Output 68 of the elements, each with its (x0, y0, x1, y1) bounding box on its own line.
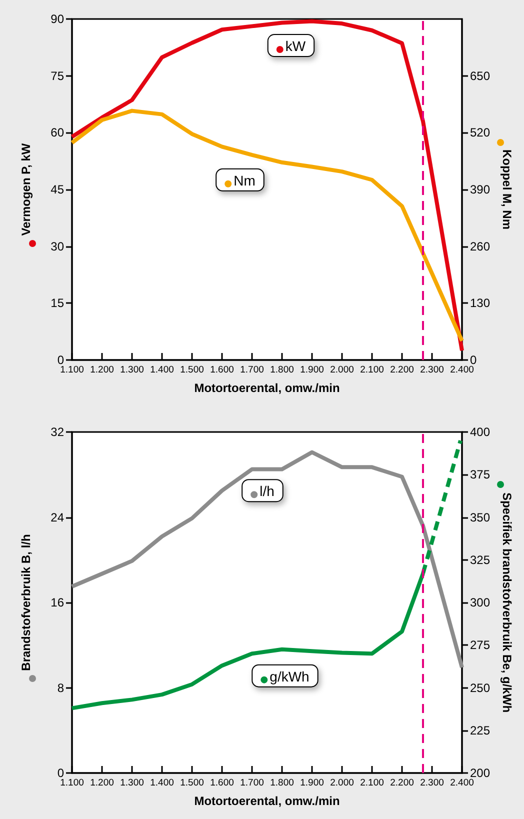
x-tick-label: 2.000 (330, 778, 354, 788)
line-series (70, 19, 464, 353)
x-tick-label: 1.800 (270, 778, 294, 788)
x-tick-label: 1.500 (180, 364, 204, 376)
x-tick-label: 1.300 (120, 364, 144, 376)
x-tick-label: 1.300 (120, 778, 144, 788)
x-tick-label: 1.900 (300, 364, 324, 376)
x-tick-label: 2.300 (420, 364, 444, 376)
y2-tick-label: 260 (470, 239, 490, 254)
x-axis-title: Motortoerental, omw./min (194, 794, 340, 808)
legend-label: g/kWh (270, 668, 310, 684)
y-tick-label: 24 (50, 510, 64, 524)
legend-label: l/h (260, 483, 274, 500)
y2-tick-label: 520 (470, 126, 490, 140)
x-tick-label: 2.100 (360, 364, 384, 376)
x-tick-label: 1.700 (240, 778, 264, 788)
x-tick-label: 2.000 (330, 364, 354, 376)
y2-tick-label: 300 (470, 596, 490, 610)
x-tick-label: 1.900 (300, 778, 324, 788)
line-series (70, 108, 464, 343)
x-tick-label: 1.600 (210, 778, 234, 788)
y2-tick-label: 650 (470, 68, 490, 83)
x-tick-label: 1.800 (270, 364, 294, 376)
x-tick-label: 2.400 (450, 364, 474, 376)
x-tick-label: 2.100 (360, 778, 384, 788)
x-tick-label: 1.700 (240, 364, 264, 376)
y-tick-label: 0 (57, 353, 64, 367)
y-tick-label: 32 (50, 425, 64, 439)
x-tick-label: 1.400 (150, 364, 174, 376)
y-tick-label: 16 (50, 596, 64, 610)
y2-tick-label: 130 (470, 296, 490, 310)
x-tick-label: 1.600 (210, 364, 234, 376)
y2-axis-title: Koppel M, Nm (500, 150, 514, 230)
x-tick-label: 1.200 (90, 778, 114, 788)
y2-tick-label: 325 (470, 552, 490, 567)
y2-tick-label: 400 (470, 425, 490, 439)
y-tick-label: 8 (57, 680, 64, 695)
x-tick-label: 2.200 (390, 778, 414, 788)
y2-tick-label: 350 (470, 510, 490, 524)
y2-tick-label: 250 (470, 680, 490, 695)
y2-tick-label: 225 (470, 723, 490, 738)
y2-tick-label: 375 (470, 468, 490, 482)
y-tick-label: 75 (50, 68, 64, 83)
x-axis-title: Motortoerental, omw./min (194, 381, 340, 395)
line-series (70, 450, 464, 670)
y-tick-label: 60 (50, 126, 64, 140)
x-tick-label: 2.400 (450, 778, 474, 788)
x-tick-label: 1.400 (150, 778, 174, 788)
y2-axis-title: Specifiek brandstofverbruik Be, g/kWh (500, 492, 514, 713)
y-tick-label: 15 (50, 296, 64, 310)
y-axis-title: Brandstofverbruik B, l/h (19, 534, 33, 671)
y-tick-label: 0 (57, 766, 64, 780)
legend-label: Nm (234, 172, 256, 188)
x-tick-label: 1.200 (90, 364, 114, 376)
y2-tick-label: 275 (470, 638, 490, 652)
y-tick-label: 45 (50, 182, 64, 196)
x-tick-label: 1.100 (60, 364, 84, 376)
y2-tick-label: 390 (470, 182, 490, 196)
x-tick-label: 2.200 (390, 364, 414, 376)
y-tick-label: 90 (50, 12, 64, 26)
y2-tick-label: 0 (470, 353, 477, 367)
legend-label: kW (285, 38, 306, 54)
x-tick-label: 1.100 (60, 778, 84, 788)
x-tick-label: 1.500 (180, 778, 204, 788)
y2-tick-label: 200 (470, 766, 490, 780)
x-tick-label: 2.300 (420, 778, 444, 788)
y-tick-label: 30 (50, 239, 64, 254)
y-axis-title: Vermogen P, kW (19, 142, 33, 236)
